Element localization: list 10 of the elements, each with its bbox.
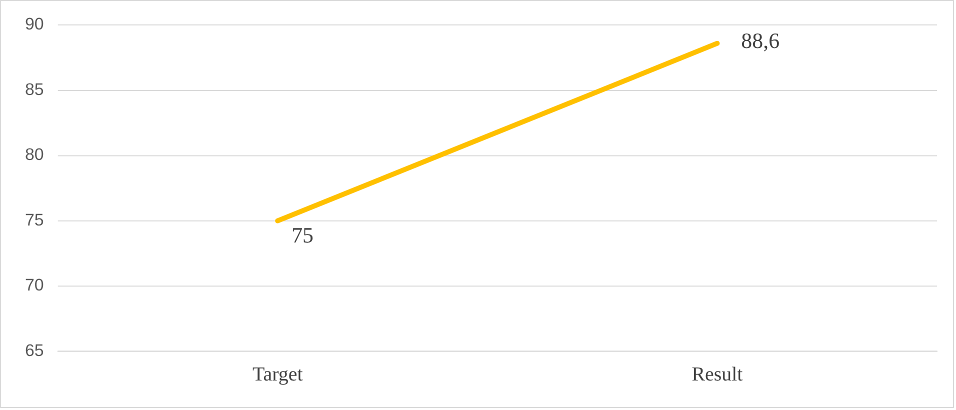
y-tick-label: 65 <box>24 340 44 360</box>
y-tick-label: 85 <box>24 80 44 99</box>
y-tick-label: 70 <box>24 276 44 295</box>
y-tick-label: 90 <box>24 14 44 34</box>
x-tick-label: Target <box>252 363 304 386</box>
data-label: 75 <box>292 222 314 248</box>
y-tick-label: 75 <box>24 210 44 230</box>
y-tick-label: 80 <box>24 145 44 164</box>
x-tick-label: Result <box>692 363 744 386</box>
data-label: 88,6 <box>741 28 780 54</box>
